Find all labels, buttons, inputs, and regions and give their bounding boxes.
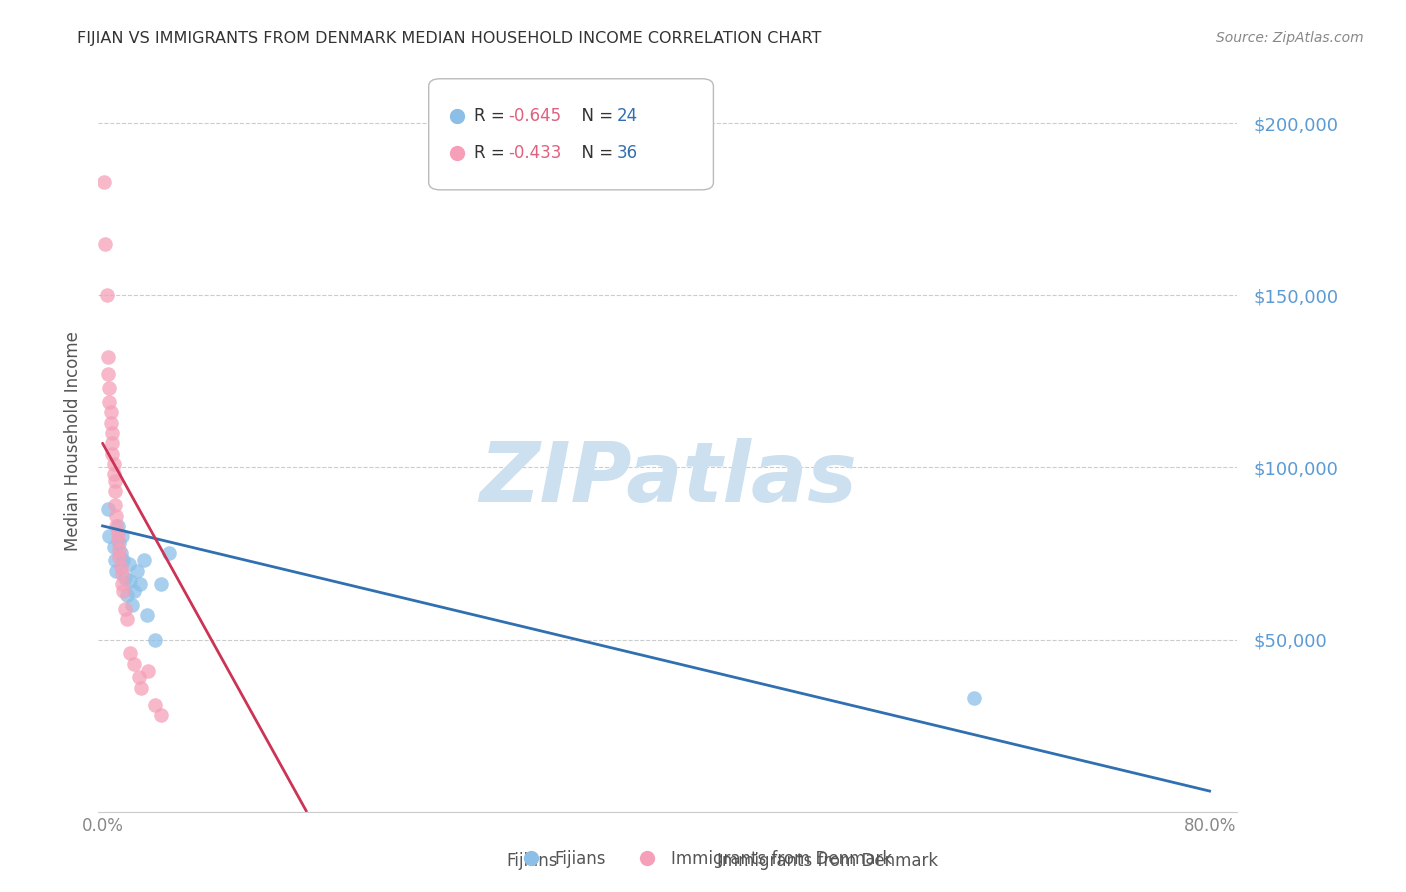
Point	[103, 467, 125, 482]
Point	[98, 395, 121, 409]
Y-axis label: Median Household Income: Median Household Income	[63, 332, 82, 551]
Point	[114, 601, 136, 615]
Point	[111, 529, 134, 543]
Text: FIJIAN VS IMMIGRANTS FROM DENMARK MEDIAN HOUSEHOLD INCOME CORRELATION CHART: FIJIAN VS IMMIGRANTS FROM DENMARK MEDIAN…	[77, 31, 821, 46]
Point	[149, 577, 172, 591]
Point	[963, 691, 986, 706]
Point	[108, 549, 131, 564]
Point	[98, 381, 121, 395]
Point	[112, 553, 135, 567]
Point	[132, 553, 155, 567]
Point	[117, 612, 139, 626]
Point	[127, 564, 149, 578]
Point	[101, 436, 124, 450]
Point	[124, 584, 146, 599]
Point	[110, 560, 132, 574]
Point	[157, 546, 180, 560]
Point	[101, 425, 124, 440]
Point	[104, 553, 127, 567]
Point	[117, 588, 139, 602]
Text: -0.433: -0.433	[509, 144, 562, 161]
Legend: Fijians, Immigrants from Denmark: Fijians, Immigrants from Denmark	[508, 844, 898, 875]
FancyBboxPatch shape	[429, 78, 713, 190]
Text: N =: N =	[571, 144, 619, 161]
Point	[135, 608, 157, 623]
Point	[97, 350, 120, 364]
Point	[93, 175, 115, 189]
Point	[104, 474, 127, 488]
Point	[149, 708, 172, 723]
Point	[131, 681, 153, 695]
Point	[112, 584, 135, 599]
Point	[111, 567, 134, 582]
Point	[100, 416, 122, 430]
Point	[143, 698, 166, 712]
Point	[107, 533, 129, 547]
Text: ZIPatlas: ZIPatlas	[479, 438, 856, 519]
Text: N =: N =	[571, 107, 619, 125]
Point	[103, 540, 125, 554]
Point	[129, 577, 152, 591]
Text: 36: 36	[617, 144, 638, 161]
Point	[136, 664, 159, 678]
Point	[110, 546, 132, 560]
Point	[105, 519, 128, 533]
Text: Fijians: Fijians	[506, 852, 558, 870]
Point	[101, 447, 124, 461]
Point	[96, 288, 118, 302]
Point	[120, 574, 142, 588]
Text: 24: 24	[617, 107, 638, 125]
Text: R =: R =	[474, 144, 510, 161]
Point	[100, 405, 122, 419]
Point	[97, 501, 120, 516]
Point	[104, 484, 127, 499]
Text: Source: ZipAtlas.com: Source: ZipAtlas.com	[1216, 31, 1364, 45]
Point	[107, 519, 129, 533]
Text: R =: R =	[474, 107, 510, 125]
Point	[105, 508, 128, 523]
Text: Immigrants from Denmark: Immigrants from Denmark	[717, 852, 938, 870]
Point	[143, 632, 166, 647]
Point	[108, 543, 131, 558]
Point	[121, 598, 143, 612]
Point	[107, 525, 129, 540]
Point	[111, 577, 134, 591]
Point	[97, 368, 120, 382]
Point	[124, 657, 146, 671]
Text: -0.645: -0.645	[509, 107, 561, 125]
Point	[94, 236, 117, 251]
Point	[103, 457, 125, 471]
Point	[104, 498, 127, 512]
Point	[108, 536, 131, 550]
Point	[120, 646, 142, 660]
Point	[118, 557, 141, 571]
Point	[128, 670, 150, 684]
Point	[98, 529, 121, 543]
Point	[114, 570, 136, 584]
Point	[105, 564, 128, 578]
